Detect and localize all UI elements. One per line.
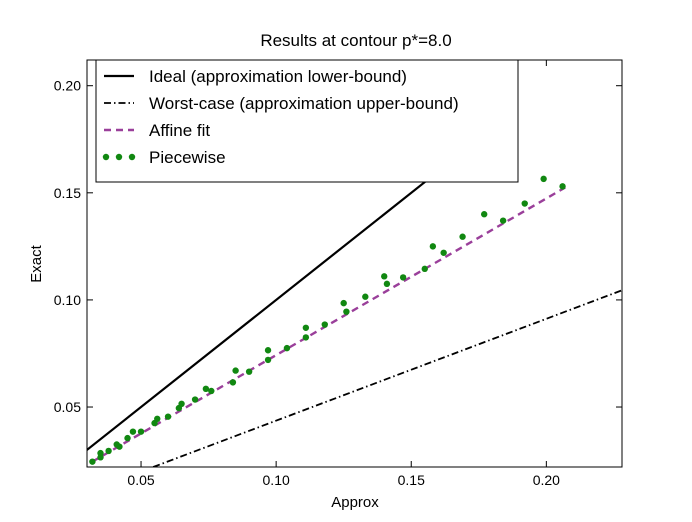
x-tick-label: 0.10	[263, 472, 290, 488]
series-layer	[87, 175, 622, 467]
legend: Ideal (approximation lower-bound) Worst-…	[95, 59, 519, 183]
piecewise-point	[191, 396, 199, 403]
x-tick-label: 0.05	[127, 472, 154, 488]
legend-label-ideal: Ideal (approximation lower-bound)	[149, 67, 407, 86]
piecewise-point	[440, 249, 447, 256]
piecewise-point	[340, 299, 347, 307]
piecewise-point	[232, 367, 239, 374]
piecewise-point	[429, 243, 437, 250]
piecewise-point	[421, 265, 428, 273]
piecewise-point	[480, 211, 488, 218]
piecewise-point	[264, 356, 272, 364]
y-tick-label: 0.10	[54, 292, 81, 308]
legend-label-piecewise: Piecewise	[149, 148, 226, 167]
piecewise-point	[559, 183, 566, 190]
piecewise-point	[399, 274, 407, 281]
piecewise-point	[202, 385, 210, 393]
piecewise-point	[499, 217, 507, 224]
legend-swatch-piecewise-dot	[115, 153, 123, 161]
legend-label-affine-fit: Affine fit	[149, 121, 210, 140]
ideal-line	[87, 176, 431, 452]
piecewise-point	[116, 443, 123, 450]
piecewise-point	[283, 344, 291, 352]
piecewise-point	[124, 434, 131, 442]
piecewise-point	[154, 415, 161, 423]
piecewise-point	[97, 449, 104, 457]
y-axis-label: Exact	[28, 244, 45, 282]
piecewise-point	[343, 308, 350, 315]
piecewise-point	[129, 428, 137, 435]
piecewise-point	[137, 428, 145, 435]
y-tick-label: 0.15	[54, 185, 81, 201]
piecewise-point	[362, 293, 369, 300]
piecewise-point	[178, 400, 185, 408]
piecewise-point	[302, 334, 310, 341]
piecewise-point	[264, 347, 272, 354]
piecewise-point	[105, 447, 112, 455]
legend-box	[95, 59, 519, 183]
piecewise-point	[540, 175, 547, 183]
y-tick-label: 0.20	[54, 78, 81, 94]
piecewise-point	[229, 379, 237, 386]
chart-title: Results at contour p*=8.0	[260, 31, 451, 50]
tick-layer: 0.05 0.10 0.15 0.20 0.05 0.10 0.15 0.20	[54, 60, 622, 488]
worst-case-line	[152, 289, 622, 467]
piecewise-point	[381, 273, 388, 280]
legend-swatch-piecewise-dot	[128, 153, 136, 161]
piecewise-point	[459, 233, 466, 240]
legend-label-worst-case: Worst-case (approximation upper-bound)	[149, 94, 459, 113]
x-axis-label: Approx	[331, 494, 379, 511]
piecewise-point	[383, 280, 391, 288]
piecewise-point	[208, 387, 215, 395]
piecewise-point	[521, 200, 528, 207]
piecewise-point	[245, 368, 253, 375]
x-tick-label: 0.15	[398, 472, 425, 488]
piecewise-point	[89, 458, 96, 465]
x-tick-label: 0.20	[533, 472, 560, 488]
piecewise-point	[164, 413, 172, 420]
legend-swatch-piecewise-dot	[102, 153, 110, 161]
piecewise-point	[321, 321, 328, 328]
piecewise-point	[302, 324, 310, 331]
y-tick-label: 0.05	[54, 399, 81, 415]
